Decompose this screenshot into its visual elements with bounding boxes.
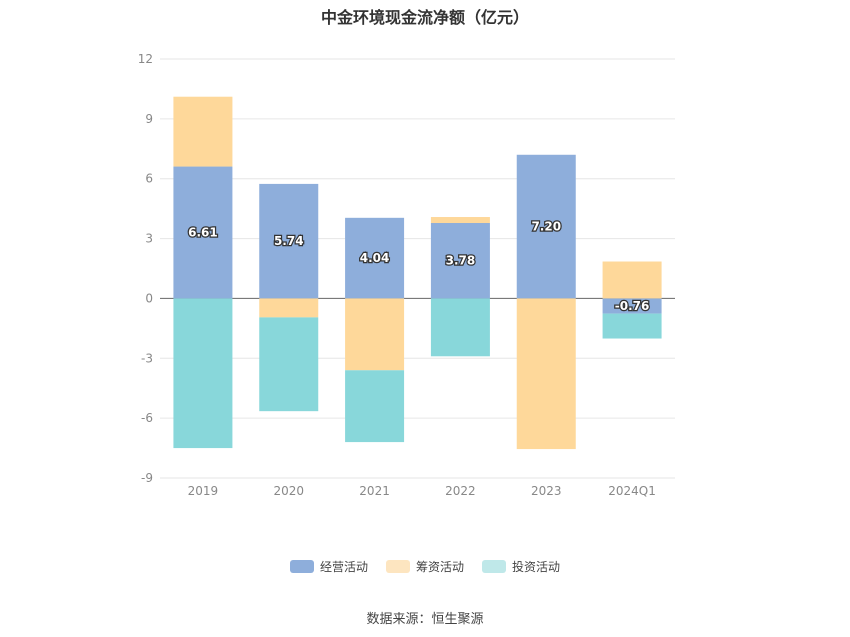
legend-label-operating: 经营活动 [319, 560, 368, 574]
chart-title: 中金环境现金流净额（亿元） [320, 8, 529, 27]
y-tick-label: -3 [141, 351, 153, 365]
y-tick-label: 12 [138, 52, 153, 66]
bar-financing [516, 298, 576, 450]
legend-label-financing: 筹资活动 [415, 560, 464, 574]
chart-legend: 经营活动 筹资活动 投资活动 [0, 558, 850, 575]
data-label: 7.20 [531, 220, 561, 234]
data-label: 4.04 [360, 251, 390, 265]
legend-item-operating[interactable]: 经营活动 [289, 558, 368, 575]
legend-item-financing[interactable]: 筹资活动 [385, 558, 464, 575]
bar-operating [516, 154, 576, 299]
legend-swatch-investing [482, 560, 506, 573]
bar-investing [259, 317, 319, 412]
y-tick-label: 3 [145, 232, 153, 246]
bar-operating [430, 223, 490, 299]
y-tick-label: 6 [145, 172, 153, 186]
y-tick-label: -6 [141, 411, 153, 425]
legend-item-investing[interactable]: 投资活动 [482, 558, 560, 575]
y-tick-label: -9 [141, 471, 153, 485]
data-label: 3.78 [446, 254, 476, 268]
bar-financing [173, 96, 233, 167]
data-label: -0.76 [615, 299, 650, 313]
x-tick-label: 2021 [359, 484, 390, 498]
legend-swatch-financing [385, 560, 410, 573]
x-tick-label: 2020 [273, 484, 304, 498]
x-tick-label: 2024Q1 [608, 484, 656, 498]
bar-financing [602, 261, 662, 299]
x-tick-label: 2019 [188, 484, 219, 498]
bar-operating [345, 217, 405, 299]
y-tick-label: 9 [145, 112, 153, 126]
bar-operating [173, 166, 233, 299]
legend-swatch-operating [289, 560, 314, 573]
data-source: 数据来源：恒生聚源 [366, 612, 484, 627]
bar-financing [345, 298, 405, 371]
bar-investing [173, 298, 233, 449]
data-label: 5.74 [274, 234, 304, 248]
bar-financing [259, 298, 319, 318]
data-label: 6.61 [188, 225, 218, 239]
y-tick-label: 0 [145, 291, 153, 305]
x-tick-label: 2022 [445, 484, 476, 498]
bar-operating [602, 298, 662, 314]
bar-investing [345, 370, 405, 443]
bar-investing [602, 313, 662, 339]
x-tick-label: 2023 [531, 484, 562, 498]
bar-operating [259, 183, 319, 299]
bar-investing [430, 298, 490, 357]
legend-label-investing: 投资活动 [512, 560, 561, 574]
bar-financing [430, 217, 490, 224]
